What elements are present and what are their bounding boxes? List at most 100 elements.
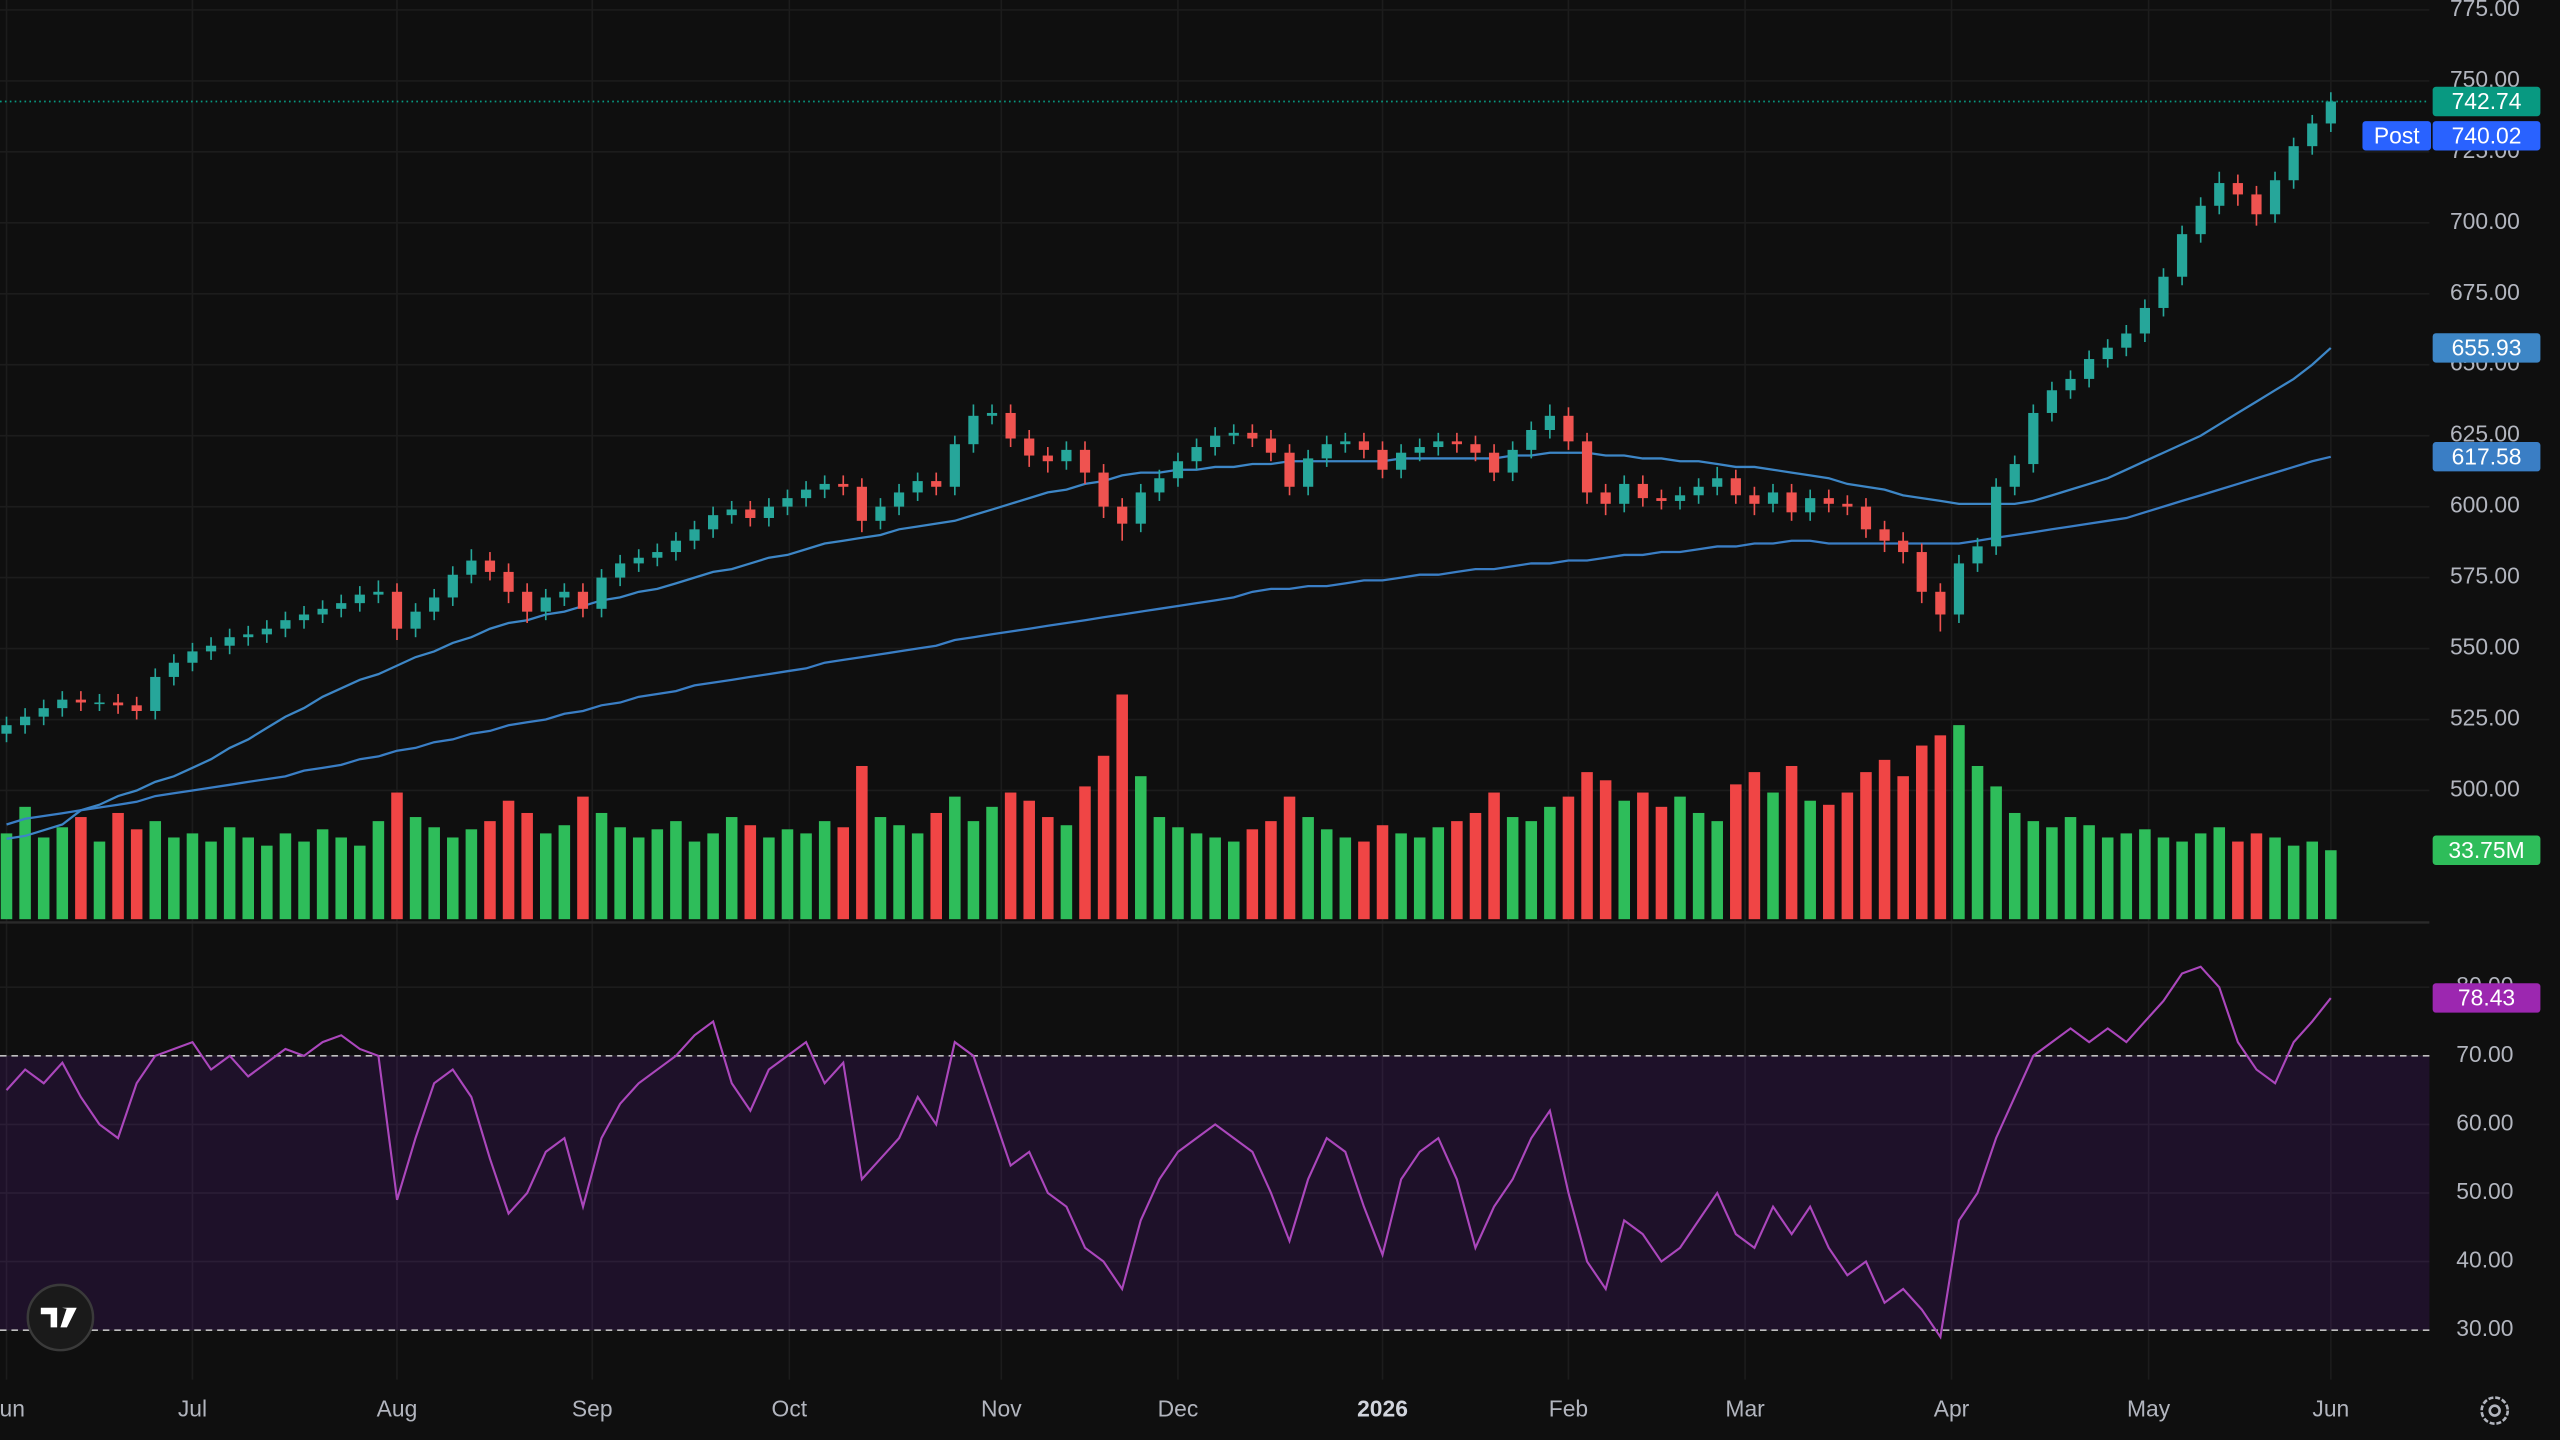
volume-bar	[2101, 837, 2114, 920]
candle-body	[19, 716, 31, 726]
candle-body	[2214, 183, 2225, 206]
volume-bar	[1581, 772, 1593, 920]
volume-bar	[2176, 841, 2188, 920]
rsi-band	[0, 1055, 2430, 1331]
gear-inner[interactable]	[2488, 1404, 2501, 1417]
volume-bar	[354, 845, 366, 920]
candle-body	[2251, 194, 2262, 215]
volume-bar	[2120, 833, 2133, 920]
candle-body	[1340, 441, 1351, 445]
candle-body	[1377, 449, 1388, 470]
volume-bar	[242, 837, 255, 920]
post-label: Post	[2374, 122, 2420, 148]
candle-body	[112, 702, 124, 706]
x-tick-label: Dec	[1158, 1396, 1199, 1422]
volume-bar	[614, 827, 626, 920]
volume-bar	[1618, 800, 1631, 920]
candle-body	[168, 662, 179, 677]
volume-bar	[37, 837, 50, 920]
volume-bar	[1562, 796, 1575, 920]
post-price-tag-bg	[2432, 121, 2541, 151]
volume-bar	[1469, 812, 1482, 920]
candle-body	[261, 628, 272, 635]
candle-body	[391, 591, 403, 629]
grid	[0, 0, 2430, 1380]
candle-body	[633, 557, 644, 564]
volume-bar	[1953, 725, 1965, 920]
volume-bar	[279, 833, 292, 920]
volume-bar	[1079, 786, 1091, 920]
volume-bar	[1209, 837, 1221, 920]
candle-body	[38, 708, 49, 717]
volume-bar	[261, 845, 273, 920]
candle-body	[447, 574, 458, 598]
volume-bar	[2083, 825, 2095, 920]
volume-bar	[707, 833, 719, 920]
candle-body	[150, 676, 161, 711]
logo-circle[interactable]	[26, 1283, 95, 1352]
volume-bar	[502, 800, 515, 920]
candle-body	[75, 699, 87, 703]
volume-bar	[1376, 825, 1389, 920]
candle-body	[615, 563, 626, 578]
settings-icon[interactable]	[2480, 1396, 2510, 1425]
ma-tag: 617.58	[2452, 443, 2522, 469]
candle-body	[187, 651, 198, 663]
rsi-tick-label: 70.00	[2456, 1041, 2513, 1067]
candle-body	[893, 492, 905, 507]
candle-body	[1117, 506, 1128, 524]
volume-bar	[1116, 694, 1128, 920]
volume-bar	[2232, 841, 2244, 920]
ma-layer	[6, 347, 2332, 840]
logo[interactable]	[26, 1283, 95, 1352]
ma-tag-bg	[2432, 333, 2541, 363]
x-tick-label: Jun	[2312, 1396, 2349, 1422]
logo-mark[interactable]	[40, 1307, 77, 1328]
candle-body	[931, 481, 942, 487]
candle-body	[1414, 447, 1425, 453]
volume-bar	[130, 829, 143, 920]
candle-body	[1767, 492, 1779, 504]
x-tick-label: Mar	[1725, 1396, 1765, 1422]
volume-bar	[688, 841, 701, 920]
volume-bar	[1451, 821, 1463, 920]
candle-body	[689, 529, 700, 541]
volume-bar	[2139, 829, 2151, 920]
volume-bar	[447, 837, 459, 920]
volume-bar	[1785, 765, 1798, 920]
gear-outer[interactable]	[2480, 1396, 2510, 1425]
candle-body	[466, 560, 477, 575]
moving-average	[6, 455, 2332, 826]
candle-body	[1507, 449, 1518, 473]
candle-body	[1265, 438, 1277, 453]
volume-bar	[1135, 776, 1147, 920]
candle-body	[243, 634, 254, 638]
volume-bar	[19, 806, 31, 920]
volume-bar	[409, 817, 422, 920]
rsi-tick-label: 60.00	[2456, 1109, 2513, 1135]
volume-bar	[1767, 792, 1779, 920]
candle-body	[131, 705, 142, 711]
candle-body	[596, 577, 607, 609]
candle-body	[1321, 444, 1332, 459]
candle-body	[2325, 101, 2336, 124]
candle-body	[1470, 444, 1481, 453]
post-price-tag: 740.02	[2452, 122, 2522, 148]
y-tick-label: 550.00	[2450, 634, 2520, 660]
candle-body	[2288, 146, 2299, 181]
x-tick-label: Apr	[1934, 1396, 1970, 1422]
candle-body	[2139, 307, 2151, 334]
volume-bar	[558, 825, 571, 920]
volume-bar	[967, 821, 980, 920]
volume-bar	[428, 827, 440, 920]
volume-bar	[1804, 800, 1816, 920]
candle-body	[2009, 464, 2020, 487]
candle-body	[1172, 461, 1184, 479]
candle-body	[1024, 438, 1035, 456]
candle-body	[652, 552, 663, 558]
volume-bar	[577, 796, 589, 920]
candle-body	[1488, 452, 1500, 473]
candle-body	[1581, 441, 1593, 493]
candle-body	[1284, 452, 1295, 487]
candle-body	[94, 702, 105, 705]
